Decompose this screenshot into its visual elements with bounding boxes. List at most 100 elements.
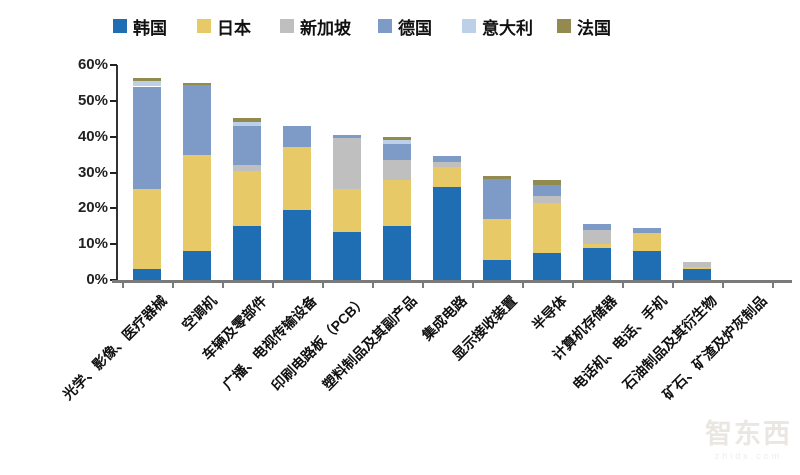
bar-segment-德国-1 xyxy=(133,86,161,189)
bar-segment-韩国-9 xyxy=(533,253,561,280)
bar-segment-韩国-12 xyxy=(683,269,711,280)
bar-segment-法国-9 xyxy=(533,179,561,186)
bar-segment-韩国-1 xyxy=(133,269,161,280)
bar-segment-德国-5 xyxy=(333,134,361,139)
bar-segment-德国-2 xyxy=(183,84,211,155)
y-axis-tick-mark xyxy=(110,135,117,138)
y-axis-tick-label: 10% xyxy=(77,235,108,253)
bar-segment-法国-6 xyxy=(383,136,411,140)
bar-segment-德国-11 xyxy=(633,228,661,234)
legend-item-4: 德国 xyxy=(378,16,432,38)
x-axis-tick-mark xyxy=(772,283,774,288)
bar-segment-法国-3 xyxy=(233,117,261,123)
bar-segment-法国-1 xyxy=(133,77,161,82)
bar-segment-意大利-1 xyxy=(133,81,161,87)
legend-swatch-icon xyxy=(378,19,392,33)
x-axis-tick-mark xyxy=(522,283,524,288)
y-axis-tick-mark xyxy=(110,207,117,210)
bar-segment-日本-8 xyxy=(483,219,511,261)
legend-swatch-icon xyxy=(113,19,127,33)
legend-label: 日本 xyxy=(217,18,251,38)
legend-item-5: 意大利 xyxy=(462,16,533,38)
bar-segment-德国-9 xyxy=(533,185,561,196)
bar-segment-韩国-8 xyxy=(483,260,511,280)
x-axis-tick-mark xyxy=(272,283,274,288)
bar-segment-韩国-7 xyxy=(433,186,461,280)
y-axis-tick-label: 30% xyxy=(77,163,108,181)
y-axis-line xyxy=(116,65,118,283)
x-axis-tick-mark xyxy=(222,283,224,288)
bar-segment-韩国-11 xyxy=(633,251,661,280)
y-axis-tick-mark xyxy=(110,243,117,246)
bar-segment-日本-6 xyxy=(383,179,411,227)
bar-segment-日本-7 xyxy=(433,167,461,187)
bar-segment-日本-10 xyxy=(583,244,611,248)
bar-segment-新加坡-9 xyxy=(533,195,561,203)
legend-label: 意大利 xyxy=(482,18,533,38)
x-axis-tick-mark xyxy=(372,283,374,288)
bar-segment-韩国-5 xyxy=(333,231,361,280)
x-axis-tick-mark xyxy=(122,283,124,288)
y-axis-tick-label: 50% xyxy=(77,91,108,109)
legend-item-6: 法国 xyxy=(557,16,611,38)
bar-segment-法国-2 xyxy=(183,82,211,85)
bar-segment-德国-3 xyxy=(233,125,261,166)
bar-segment-新加坡-7 xyxy=(433,161,461,168)
bar-segment-韩国-4 xyxy=(283,210,311,280)
legend-label: 法国 xyxy=(577,18,611,38)
bar-segment-日本-9 xyxy=(533,202,561,254)
legend-item-3: 新加坡 xyxy=(280,16,351,38)
bar-segment-新加坡-6 xyxy=(383,159,411,180)
bar-segment-韩国-10 xyxy=(583,247,611,280)
bar-segment-德国-8 xyxy=(483,178,511,220)
bar-segment-日本-11 xyxy=(633,233,661,252)
bar-segment-日本-12 xyxy=(683,267,711,270)
x-axis-line xyxy=(112,280,792,283)
bar-segment-德国-7 xyxy=(433,156,461,162)
y-axis-tick-label: 20% xyxy=(77,199,108,217)
x-axis-tick-mark xyxy=(722,283,724,288)
bar-segment-新加坡-5 xyxy=(333,138,361,189)
bar-segment-日本-5 xyxy=(333,188,361,232)
bar-segment-日本-2 xyxy=(183,154,211,252)
legend-swatch-icon xyxy=(280,19,294,33)
legend-label: 韩国 xyxy=(133,18,167,38)
x-axis-tick-mark xyxy=(322,283,324,288)
x-axis-tick-mark xyxy=(172,283,174,288)
y-axis-tick-mark xyxy=(110,64,117,66)
bar-segment-新加坡-10 xyxy=(583,229,611,245)
legend-swatch-icon xyxy=(462,19,476,33)
watermark-domain-text: zhidx.com xyxy=(714,451,783,461)
bar-segment-韩国-3 xyxy=(233,226,261,280)
y-axis-tick-mark xyxy=(110,99,117,102)
bar-segment-韩国-2 xyxy=(183,251,211,280)
bar-segment-新加坡-12 xyxy=(683,262,711,268)
x-axis-tick-mark xyxy=(572,283,574,288)
bar-segment-韩国-6 xyxy=(383,226,411,280)
legend-label: 德国 xyxy=(398,18,432,38)
x-axis-tick-mark xyxy=(622,283,624,288)
legend-item-1: 韩国 xyxy=(113,16,167,38)
bar-segment-日本-4 xyxy=(283,147,311,211)
x-axis-tick-mark xyxy=(422,283,424,288)
bar-segment-意大利-6 xyxy=(383,139,411,144)
legend-item-2: 日本 xyxy=(197,16,251,38)
y-axis-tick-label: 40% xyxy=(77,127,108,145)
legend-swatch-icon xyxy=(557,19,571,33)
bar-segment-德国-4 xyxy=(283,125,311,148)
y-axis-tick-label: 0% xyxy=(86,271,108,288)
x-axis-tick-mark xyxy=(672,283,674,288)
bar-segment-新加坡-3 xyxy=(233,165,261,171)
x-axis-tick-mark xyxy=(472,283,474,288)
y-axis-tick-label: 60% xyxy=(77,56,108,73)
watermark: 智东西 zhidx.com xyxy=(705,419,792,462)
bar-segment-德国-10 xyxy=(583,224,611,230)
bar-segment-日本-1 xyxy=(133,188,161,270)
legend-label: 新加坡 xyxy=(300,18,351,38)
bar-segment-法国-8 xyxy=(483,176,511,179)
y-axis-tick-mark xyxy=(110,171,117,174)
bar-segment-日本-3 xyxy=(233,170,261,227)
watermark-logo-text: 智东西 xyxy=(705,419,792,449)
legend-swatch-icon xyxy=(197,19,211,33)
